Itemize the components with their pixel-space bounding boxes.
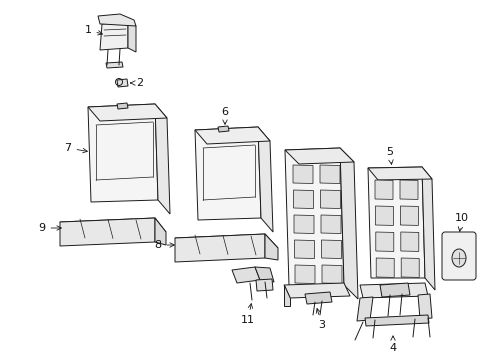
Polygon shape [155, 218, 165, 245]
Polygon shape [231, 267, 260, 283]
Polygon shape [400, 206, 418, 225]
Polygon shape [106, 62, 123, 68]
Polygon shape [293, 190, 313, 208]
Text: 11: 11 [241, 303, 254, 325]
Polygon shape [285, 148, 343, 286]
Polygon shape [321, 240, 341, 258]
Polygon shape [88, 104, 167, 121]
Text: 7: 7 [64, 143, 87, 153]
Polygon shape [375, 232, 393, 251]
Polygon shape [421, 167, 434, 290]
Polygon shape [195, 127, 269, 144]
Polygon shape [254, 267, 273, 282]
Polygon shape [175, 234, 264, 262]
Text: 2: 2 [130, 78, 143, 88]
Polygon shape [285, 148, 353, 164]
Polygon shape [320, 215, 340, 234]
Text: 9: 9 [39, 223, 61, 233]
Polygon shape [128, 22, 136, 52]
Polygon shape [175, 234, 278, 253]
Polygon shape [319, 165, 339, 184]
Polygon shape [195, 127, 261, 220]
Ellipse shape [451, 249, 465, 267]
Text: 6: 6 [221, 107, 228, 124]
Text: 3: 3 [316, 309, 325, 330]
Polygon shape [364, 315, 428, 326]
Polygon shape [258, 127, 272, 232]
Polygon shape [284, 283, 349, 298]
Polygon shape [320, 190, 340, 208]
Polygon shape [305, 292, 331, 304]
Text: 4: 4 [388, 336, 396, 353]
Polygon shape [367, 167, 431, 180]
Polygon shape [400, 258, 418, 278]
Polygon shape [264, 234, 278, 260]
Polygon shape [100, 22, 128, 50]
Polygon shape [400, 232, 418, 251]
Polygon shape [60, 218, 155, 246]
Polygon shape [356, 297, 372, 321]
Polygon shape [155, 104, 170, 214]
Polygon shape [294, 240, 314, 258]
Polygon shape [339, 148, 357, 299]
Polygon shape [284, 285, 289, 306]
Polygon shape [294, 265, 314, 284]
Text: 8: 8 [154, 240, 174, 250]
Polygon shape [218, 126, 228, 132]
Polygon shape [292, 165, 312, 184]
Polygon shape [375, 206, 392, 225]
Polygon shape [256, 279, 272, 291]
Text: 5: 5 [386, 147, 393, 164]
Text: 1: 1 [84, 25, 102, 35]
Polygon shape [399, 180, 417, 199]
Polygon shape [379, 283, 409, 297]
Polygon shape [88, 104, 158, 202]
Polygon shape [293, 215, 313, 234]
Polygon shape [98, 14, 136, 26]
Polygon shape [321, 265, 341, 284]
Polygon shape [374, 180, 392, 199]
Polygon shape [60, 218, 165, 237]
Text: 10: 10 [454, 213, 468, 231]
Polygon shape [117, 103, 128, 109]
Polygon shape [375, 258, 393, 278]
FancyBboxPatch shape [441, 232, 475, 280]
Polygon shape [117, 79, 128, 87]
Polygon shape [359, 283, 427, 298]
Polygon shape [367, 167, 424, 278]
Polygon shape [417, 294, 431, 319]
